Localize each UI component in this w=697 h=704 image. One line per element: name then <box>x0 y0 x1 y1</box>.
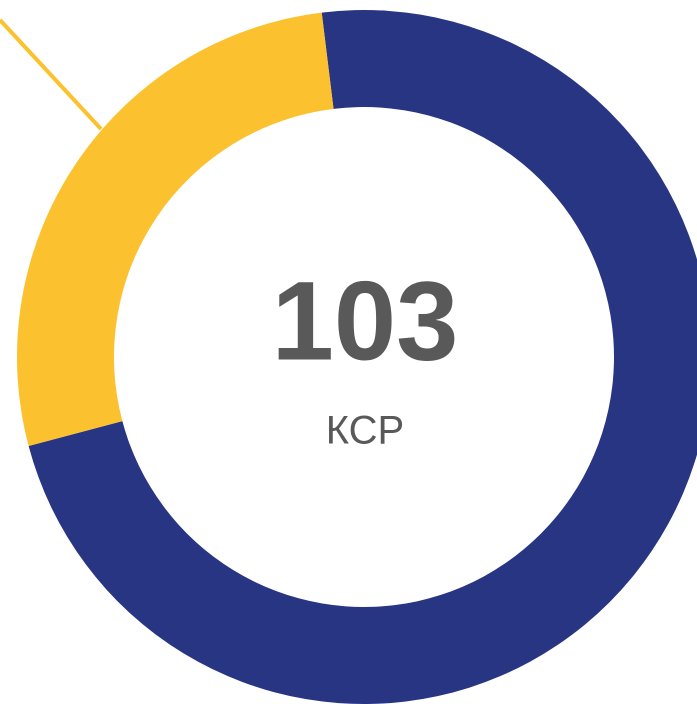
donut <box>16 10 697 704</box>
center-value: 103 <box>272 259 459 384</box>
leader-line <box>0 18 103 131</box>
donut-segment <box>16 12 334 447</box>
center-label: КСР <box>326 409 404 453</box>
